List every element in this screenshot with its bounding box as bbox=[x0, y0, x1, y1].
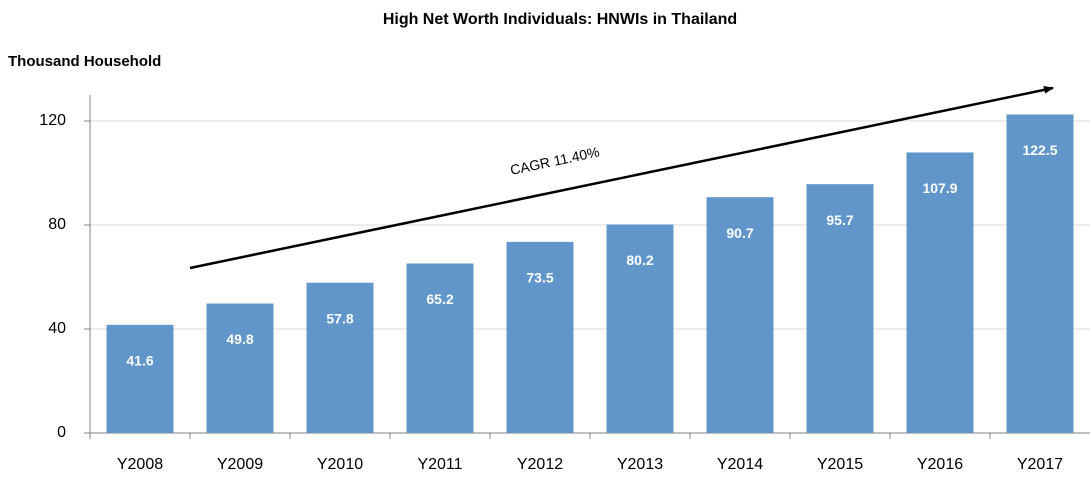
y-axis-label: Thousand Household bbox=[8, 53, 161, 70]
data-label: 80.2 bbox=[626, 252, 653, 268]
x-tick-label: Y2016 bbox=[917, 456, 963, 473]
x-tick-label: Y2015 bbox=[817, 456, 863, 473]
bar bbox=[106, 324, 174, 433]
data-label: 41.6 bbox=[126, 353, 153, 369]
data-label: 73.5 bbox=[526, 270, 553, 286]
bar bbox=[706, 197, 774, 433]
bar bbox=[906, 152, 974, 433]
y-tick-label: 80 bbox=[48, 216, 66, 233]
bar bbox=[406, 263, 474, 433]
bar bbox=[206, 303, 274, 433]
data-label: 65.2 bbox=[426, 291, 453, 307]
x-tick-label: Y2013 bbox=[617, 456, 663, 473]
x-tick-label: Y2012 bbox=[517, 456, 563, 473]
bar bbox=[806, 184, 874, 433]
data-label: 49.8 bbox=[226, 331, 253, 347]
bar bbox=[606, 224, 674, 433]
chart-title: High Net Worth Individuals: HNWIs in Tha… bbox=[383, 11, 737, 28]
x-tick-label: Y2017 bbox=[1017, 456, 1063, 473]
bar bbox=[306, 282, 374, 433]
bar bbox=[1006, 114, 1074, 433]
x-tick-label: Y2010 bbox=[317, 456, 363, 473]
x-tick-label: Y2014 bbox=[717, 456, 763, 473]
y-tick-label: 120 bbox=[39, 112, 66, 129]
data-label: 90.7 bbox=[726, 225, 753, 241]
y-tick-label: 0 bbox=[57, 424, 66, 441]
annotation: CAGR 11.40% bbox=[509, 143, 601, 178]
data-label: 95.7 bbox=[826, 212, 853, 228]
x-tick-label: Y2011 bbox=[417, 456, 462, 473]
data-label: 107.9 bbox=[922, 180, 957, 196]
data-label: 122.5 bbox=[1022, 142, 1057, 158]
data-label: 57.8 bbox=[326, 310, 353, 326]
bar bbox=[506, 241, 574, 433]
x-tick-label: Y2009 bbox=[217, 456, 263, 473]
y-tick-label: 40 bbox=[48, 320, 66, 337]
trend-arrow bbox=[189, 85, 1054, 270]
x-tick-label: Y2008 bbox=[117, 456, 163, 473]
